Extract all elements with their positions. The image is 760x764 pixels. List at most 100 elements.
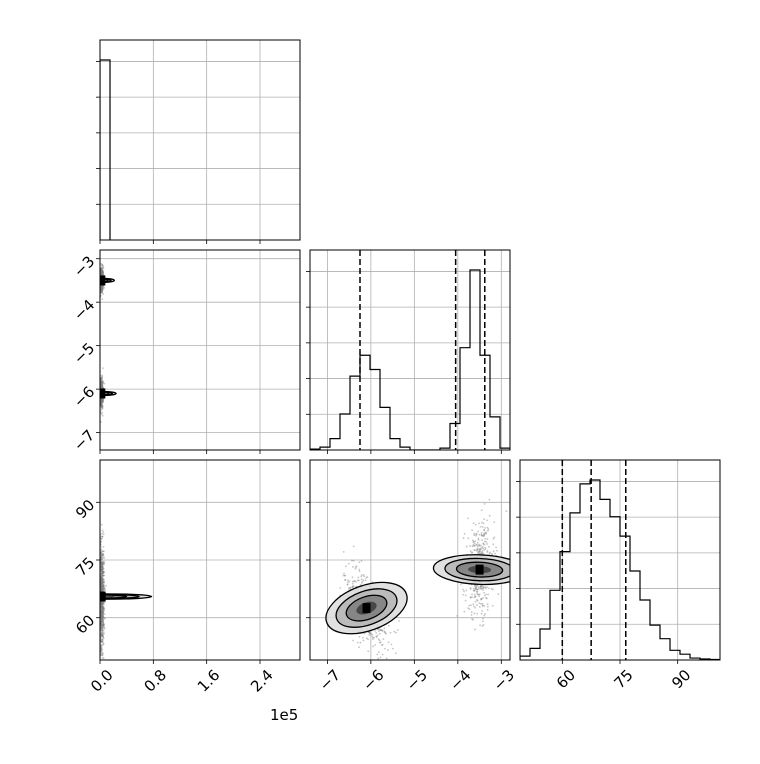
sample-point-2-1 [479,585,482,588]
sample-point-1-0 [100,611,103,614]
sample-point-2-0 [353,579,356,582]
sample-point-1-0 [101,617,104,620]
sample-point-1-0 [101,601,104,604]
sample-point-1-0 [103,557,106,559]
sample-point-1-0 [101,582,104,584]
sample-point-2-1 [477,530,480,533]
density-peak-2-1 [475,564,484,575]
sample-point-1-0 [100,561,103,564]
sample-point-1-0 [100,638,103,641]
sample-point-1-0 [100,613,103,616]
sample-point-1-0 [100,588,103,591]
sample-point-0-0 [101,273,104,275]
sample-point-2-0 [358,570,361,573]
sample-point-1-0 [101,588,104,591]
sample-point-0-0 [101,268,103,271]
sample-point-1-0 [102,606,105,609]
sample-point-1-0 [102,590,105,592]
sample-point-0-0 [100,273,103,276]
sample-point-1-0 [101,640,104,643]
sample-point-2-0 [348,580,351,583]
sample-point-2-1 [473,549,476,551]
sample-point-2-1 [482,623,485,626]
sample-point-1-0 [100,588,103,591]
sample-point-1-0 [102,585,105,588]
sample-point-1-0 [102,652,104,654]
sample-point-0-0 [98,272,100,274]
sample-point-1-0 [100,622,102,624]
sample-point-0-1 [100,381,102,384]
sample-point-1-0 [101,580,104,582]
sample-point-1-0 [102,611,105,613]
sample-point-2-0 [368,634,371,636]
y-tick-label-p1-4: −3 [70,252,98,280]
sample-point-1-0 [100,604,103,607]
sample-point-0-0 [101,273,104,276]
sample-point-1-0 [102,607,104,610]
sample-point-2-1 [472,589,475,592]
sample-point-1-0 [101,604,104,606]
sample-point-2-0 [348,588,350,590]
sample-point-2-1 [474,540,477,543]
sample-point-1-0 [102,570,104,573]
sample-point-1-0 [100,622,103,624]
sample-point-1-0 [101,613,104,616]
sample-point-1-0 [101,588,103,591]
sample-point-2-1 [485,532,487,535]
sample-point-1-0 [103,623,105,626]
sample-point-1-0 [98,594,100,596]
sample-point-1-0 [101,581,104,583]
sample-point-0-0 [101,269,104,272]
sample-point-2-1 [486,608,489,611]
sample-point-0-1 [102,367,104,370]
sample-point-2-1 [462,593,465,596]
marks-layer [97,59,720,664]
sample-point-2-1 [482,587,484,590]
sample-point-1-0 [102,662,104,664]
sample-point-1-0 [103,571,106,574]
sample-point-1-0 [102,640,104,643]
sample-point-0-1 [100,401,103,404]
sample-point-1-0 [97,603,99,605]
panel-frame-00 [99,39,301,241]
sample-point-1-0 [100,615,103,618]
sample-point-2-1 [483,535,485,537]
sample-point-1-0 [101,586,103,589]
grid-layer [99,40,720,660]
sample-point-2-0 [377,630,380,632]
histogram-p2 [520,479,720,660]
sample-point-0-1 [101,385,104,388]
sample-point-1-0 [100,578,103,581]
sample-point-0-0 [101,272,103,275]
sample-point-1-0 [100,585,103,588]
sample-point-0-1 [101,386,104,388]
sample-point-0-1 [100,405,102,407]
sample-point-2-0 [368,631,371,634]
sample-point-1-0 [101,582,104,584]
sample-point-1-0 [100,560,102,563]
sample-point-2-1 [475,532,478,535]
sample-point-2-0 [381,629,384,632]
sample-point-1-0 [102,606,105,609]
sample-point-2-1 [476,592,479,595]
sample-point-2-0 [368,632,371,635]
sample-point-2-0 [352,545,355,548]
sample-point-1-0 [98,595,100,597]
sample-point-1-0 [100,612,103,615]
sample-point-0-0 [100,271,103,273]
sample-point-1-0 [102,657,105,659]
sample-point-1-0 [100,611,102,614]
sample-point-1-0 [100,620,103,623]
sample-point-1-0 [101,612,104,615]
sample-point-1-0 [105,584,107,587]
sample-point-2-1 [480,547,483,549]
sample-point-1-0 [100,654,102,657]
sample-point-1-0 [104,617,106,620]
sample-point-1-0 [101,569,103,572]
x-tick-label-p0-1: 0.8 [140,666,170,696]
sample-point-1-0 [100,585,103,588]
sample-point-2-0 [358,635,361,638]
sample-point-2-1 [475,604,478,606]
sample-point-1-0 [100,647,103,649]
sample-point-0-1 [100,398,102,401]
